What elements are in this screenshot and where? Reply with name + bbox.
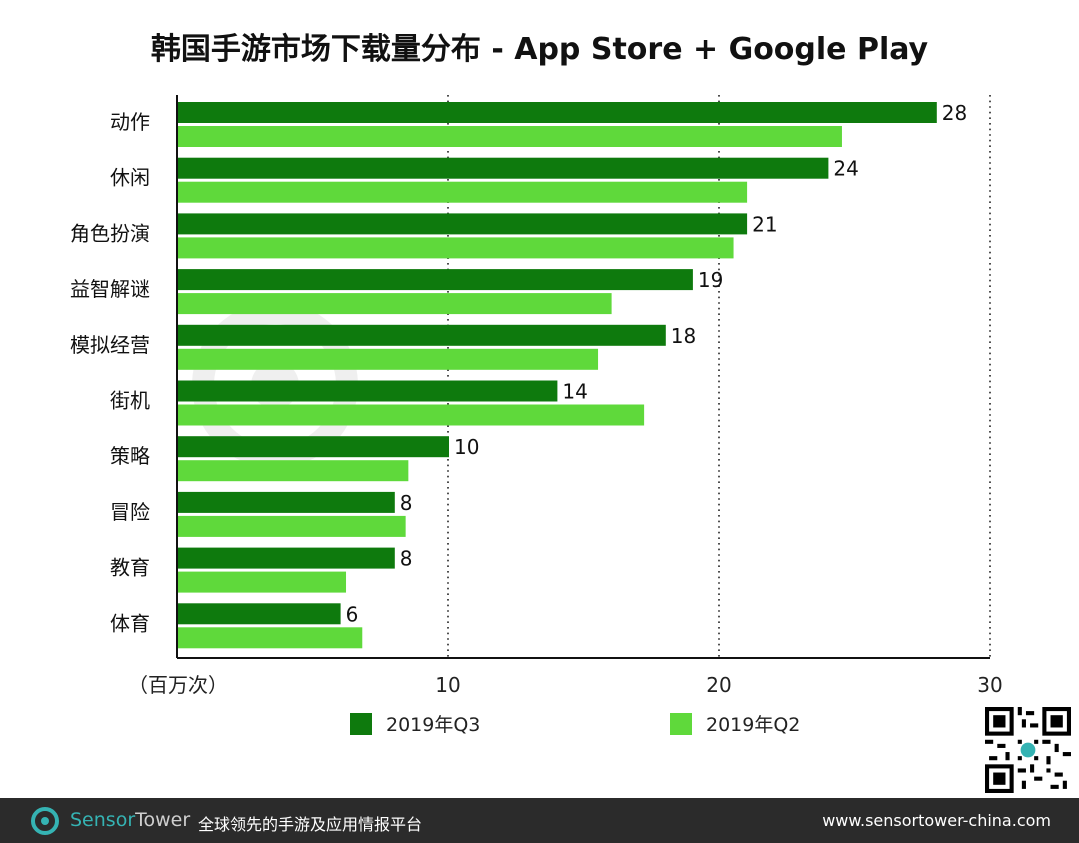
bar-q2-0 [178, 126, 842, 147]
bar-q2-8 [178, 571, 347, 593]
bar-q3-4 [178, 324, 666, 346]
x-axis-label: （百万次） [128, 673, 228, 697]
data-label-q3-4: 18 [671, 324, 696, 348]
legend-label-q2: 2019年Q2 [706, 714, 801, 736]
data-label-q3-6: 10 [454, 435, 479, 459]
bar-q2-1 [178, 181, 748, 203]
data-label-q3-9: 6 [346, 602, 359, 626]
category-label-7: 冒险 [110, 500, 150, 524]
legend-swatch-q3 [350, 712, 372, 735]
bar-q2-9 [178, 627, 363, 649]
data-label-q3-5: 14 [562, 380, 587, 404]
data-label-q3-8: 8 [400, 547, 413, 571]
category-label-4: 模拟经营 [70, 333, 150, 357]
brand-name: SensorTower [70, 809, 190, 831]
category-label-8: 教育 [110, 556, 150, 580]
bar-q3-2 [178, 213, 748, 235]
sensortower-logo-icon [31, 807, 59, 835]
footer-url[interactable]: www.sensortower-china.com [822, 811, 1051, 830]
data-label-q3-7: 8 [400, 491, 413, 515]
x-tick-label-2: 30 [977, 673, 1002, 697]
data-label-q3-3: 19 [698, 268, 723, 292]
bar-q3-8 [178, 547, 395, 569]
legend-label-q3: 2019年Q3 [386, 714, 481, 736]
category-label-9: 体育 [110, 611, 150, 635]
x-tick-label-1: 20 [706, 673, 731, 697]
footer-slogan: 全球领先的手游及应用情报平台 [198, 815, 423, 834]
category-label-5: 街机 [110, 389, 150, 413]
legend-item-q3: 2019年Q3 [350, 710, 480, 737]
x-tick-label-0: 10 [435, 673, 460, 697]
brand-sensor: Sensor [70, 809, 136, 831]
category-label-6: 策略 [110, 444, 150, 468]
bar-q3-9 [178, 603, 341, 625]
chart-title: 韩国手游市场下载量分布 - App Store + Google Play [150, 32, 929, 67]
bar-q3-0 [178, 102, 937, 123]
bar-q3-7 [178, 491, 395, 513]
category-label-0: 动作 [110, 110, 150, 134]
bar-q3-1 [178, 157, 829, 179]
bar-q2-2 [178, 237, 734, 259]
bar-q2-3 [178, 293, 612, 315]
qr-code-icon[interactable] [985, 707, 1071, 793]
data-label-q3-1: 24 [833, 157, 858, 181]
data-label-q3-0: 28 [942, 101, 967, 125]
bar-q2-7 [178, 515, 406, 537]
bar-chart: 28 24 21 19 18 14 10 8 8 6 10 20 30 （百万次） 动作休闲角色扮演益智解… [70, 95, 1003, 697]
category-label-3: 益智解谜 [70, 277, 150, 301]
data-label-q3-2: 21 [752, 212, 777, 236]
bar-q3-6 [178, 436, 449, 458]
bar-q2-6 [178, 460, 409, 482]
footer-bar: SensorTower 全球领先的手游及应用情报平台 www.sensortow… [0, 798, 1079, 843]
legend-swatch-q2 [670, 712, 692, 735]
legend-item-q2: 2019年Q2 [670, 710, 800, 737]
bar-q2-4 [178, 348, 599, 370]
bar-q2-5 [178, 404, 645, 426]
bar-q3-5 [178, 380, 558, 402]
category-label-1: 休闲 [110, 166, 150, 190]
brand-tower: Tower [135, 809, 191, 831]
bar-q3-3 [178, 269, 693, 291]
category-label-2: 角色扮演 [70, 221, 150, 245]
